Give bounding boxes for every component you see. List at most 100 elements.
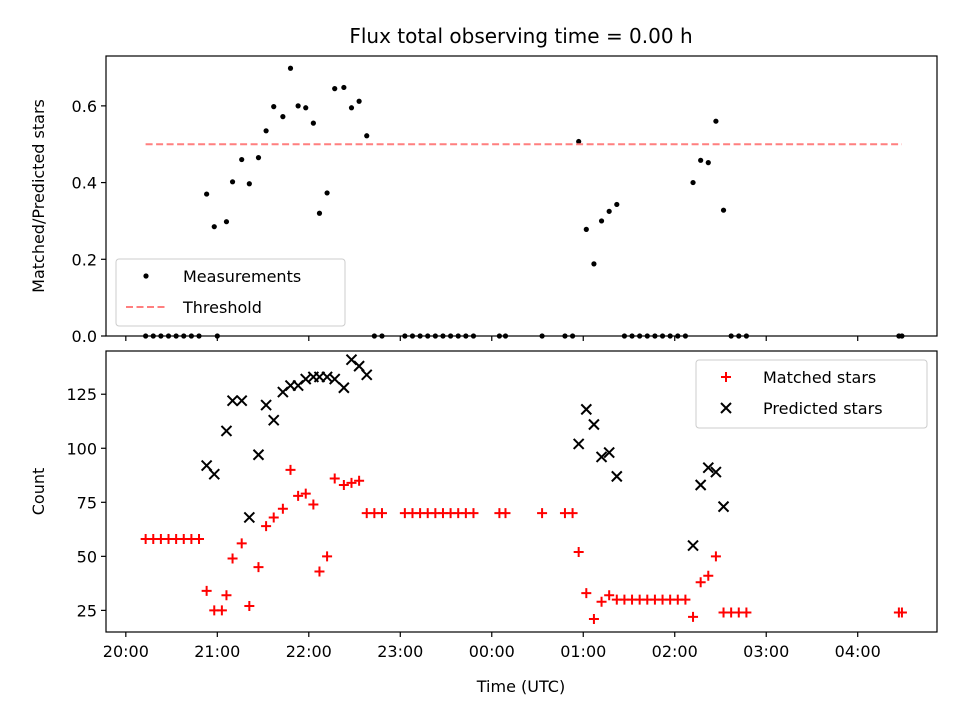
data-point [196, 333, 202, 339]
data-point [324, 190, 330, 196]
x-tick-label: 01:00 [560, 642, 606, 661]
data-point [211, 224, 217, 230]
data-point [598, 218, 605, 224]
data-point [604, 590, 615, 601]
x-tick-label: 00:00 [469, 642, 515, 661]
data-point [687, 539, 699, 552]
x-tick-label: 03:00 [743, 642, 789, 661]
data-point [595, 451, 608, 463]
data-point [243, 511, 256, 524]
data-point [710, 466, 722, 478]
data-point [310, 120, 316, 126]
data-point [143, 333, 149, 339]
data-point [468, 508, 479, 519]
data-point [285, 464, 296, 475]
y-tick-label: 100 [66, 439, 97, 458]
y-tick-label: 0.6 [72, 97, 97, 116]
data-point [899, 333, 905, 339]
top-panel: 0.0 0.2 0.4 0.6 Matched/Predicted stars Measu… [29, 55, 938, 346]
data-point [588, 418, 600, 431]
data-point [896, 607, 907, 618]
data-point [236, 538, 247, 549]
data-point [580, 403, 593, 416]
y-tick-label: 25 [77, 601, 97, 620]
data-point [569, 333, 576, 339]
data-point [158, 333, 164, 339]
data-point [539, 333, 545, 339]
y-tick-label: 50 [77, 547, 97, 566]
data-point [308, 499, 319, 510]
data-point [447, 333, 454, 339]
data-point [591, 261, 597, 267]
data-point [332, 86, 338, 92]
data-point [694, 479, 707, 491]
data-point [329, 373, 341, 385]
y-tick-label: 125 [66, 385, 97, 404]
data-point [239, 156, 245, 163]
data-point [226, 395, 239, 407]
data-point [690, 179, 696, 186]
data-point [220, 425, 233, 437]
data-point [502, 333, 509, 339]
data-point [322, 551, 333, 562]
data-point [705, 160, 711, 166]
data-point [329, 473, 340, 484]
y-tick-label: 0.2 [72, 250, 97, 269]
data-point [703, 570, 714, 581]
data-point [637, 333, 643, 339]
data-point [440, 333, 446, 339]
data-point [261, 521, 272, 532]
data-point [235, 395, 248, 407]
data-point [214, 333, 220, 339]
legend-label: Measurements [183, 267, 301, 286]
data-point [204, 191, 210, 197]
data-point [603, 446, 615, 459]
data-point [356, 98, 362, 104]
data-point [201, 585, 212, 596]
data-point [728, 333, 734, 339]
data-point [741, 607, 752, 618]
data-point [348, 105, 355, 111]
data-point [244, 601, 255, 612]
data-point [376, 508, 387, 519]
legend-label: Matched stars [763, 368, 876, 387]
data-point [644, 333, 650, 339]
data-point [425, 333, 431, 339]
data-point [246, 181, 252, 187]
data-point [576, 138, 582, 145]
data-point [253, 562, 264, 573]
data-point [260, 399, 272, 411]
data-point [216, 605, 227, 616]
data-point [364, 133, 370, 139]
x-tick-label: 20:00 [103, 642, 149, 661]
data-point [614, 201, 620, 208]
data-point [581, 588, 592, 599]
x-tick-label: 04:00 [835, 642, 881, 661]
data-point [417, 333, 423, 339]
data-point [652, 333, 658, 339]
data-point [455, 333, 461, 339]
data-point [695, 577, 706, 588]
data-point [263, 128, 269, 134]
data-point [338, 382, 350, 394]
data-point [208, 468, 220, 480]
data-point [537, 508, 548, 519]
data-point [432, 333, 438, 339]
data-point [698, 157, 704, 163]
data-point [572, 438, 585, 450]
data-point [188, 333, 194, 339]
data-point [150, 333, 156, 339]
data-point [573, 547, 584, 558]
y-tick-label: 0.0 [72, 327, 97, 346]
series-predicted-stars [200, 353, 730, 552]
data-point [173, 333, 179, 339]
data-point [287, 65, 294, 71]
x-tick-label: 23:00 [377, 642, 423, 661]
legend-marker [721, 372, 731, 382]
data-point [271, 104, 277, 110]
data-point [268, 512, 279, 523]
data-point [496, 333, 502, 339]
data-point [255, 155, 262, 161]
data-point [567, 508, 578, 519]
